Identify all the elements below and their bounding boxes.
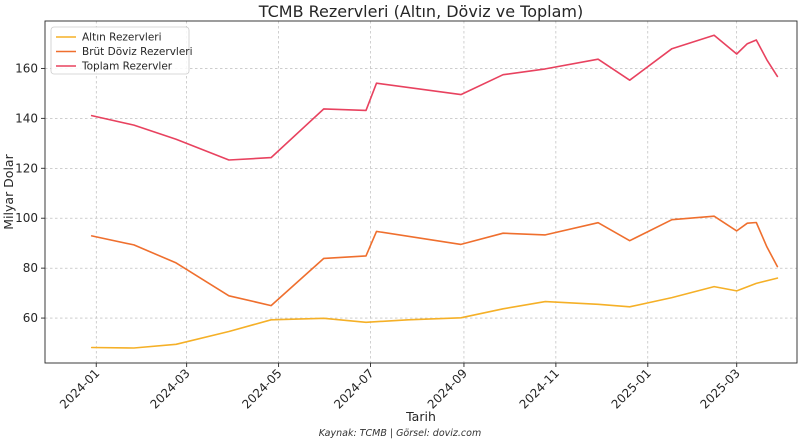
y-axis-title: Milyar Dolar (1, 153, 16, 229)
x-tick-label: 2024-03 (147, 366, 192, 411)
legend-label-3: Toplam Rezervler (81, 61, 173, 73)
legend-label-1: Altın Rezervleri (82, 32, 162, 44)
axis-ticks: 60 80 100 120 140 160 2024-01 2024-03 2024-05 202… (15, 61, 743, 411)
x-axis-title: Tarih (405, 409, 436, 424)
y-tick-label: 120 (15, 161, 38, 175)
x-tick-label: 2024-11 (517, 366, 562, 411)
y-tick-label: 100 (15, 211, 38, 225)
x-tick-label: 2025-01 (609, 366, 654, 411)
series-lines (90, 34, 779, 349)
legend-label-2: Brüt Döviz Rezervleri (82, 46, 193, 58)
legend-box (50, 26, 190, 75)
plot-frame (44, 20, 798, 364)
y-tick-label: 140 (15, 111, 38, 125)
x-tick-label: 2024-07 (331, 366, 376, 411)
source-note: Kaynak: TCMB | Görsel: doviz.com (319, 428, 481, 439)
y-tick-label: 160 (15, 61, 38, 75)
series-line-1 (90, 277, 779, 349)
y-tick-label: 60 (23, 311, 38, 325)
x-tick-label: 2025-03 (697, 366, 742, 411)
x-tick-label: 2024-09 (425, 366, 470, 411)
y-tick-label: 80 (23, 261, 38, 275)
legend: Altın Rezervleri Brüt Döviz Rezervleri Top… (50, 26, 193, 75)
chart-title: TCMB Rezervleri (Altın, Döviz ve Toplam) (258, 2, 583, 21)
series-line-3 (90, 34, 779, 161)
series-line-2 (90, 215, 779, 307)
x-tick-label: 2024-01 (57, 366, 102, 411)
x-tick-label: 2024-05 (239, 366, 284, 411)
